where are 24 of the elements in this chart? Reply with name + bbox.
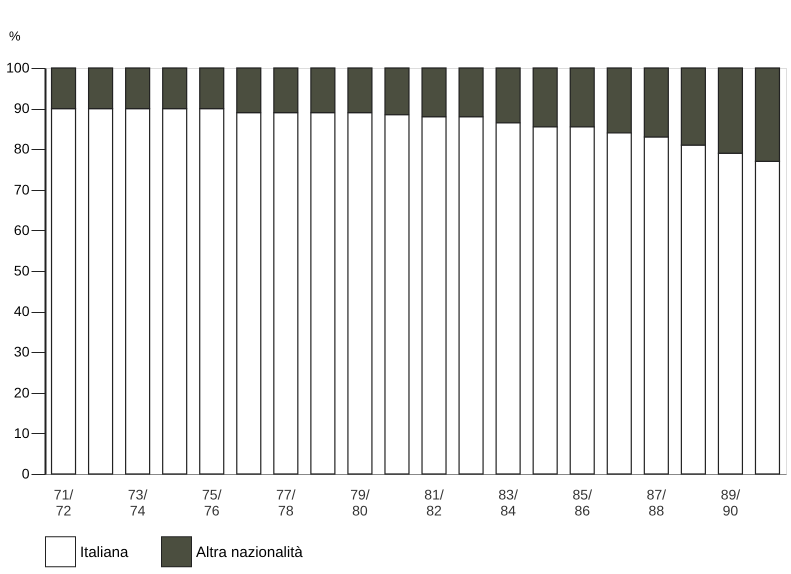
legend-label: Italiana — [80, 544, 130, 561]
y-tick-label: 30 — [14, 344, 30, 360]
y-tick-label: 80 — [14, 140, 30, 157]
y-tick-label: 0 — [22, 466, 30, 482]
x-tick-label: 75/ 76 — [202, 486, 222, 518]
y-axis-title: % — [8, 28, 21, 44]
x-tick-label: 85/ 86 — [572, 486, 592, 518]
y-tick-label: 50 — [14, 262, 30, 278]
x-tick-label: 71/ 72 — [54, 486, 74, 518]
y-tick-label: 70 — [14, 181, 30, 198]
x-tick-label: 83/ 84 — [498, 486, 518, 518]
y-tick-label: 100 — [6, 60, 30, 76]
y-tick-label: 40 — [14, 303, 30, 320]
y-tick-label: 90 — [14, 100, 30, 116]
y-tick-label: 20 — [14, 384, 30, 400]
x-tick-label: 77/ 78 — [276, 486, 296, 518]
legend-label: Altra nazionalità — [196, 544, 304, 561]
x-tick-label: 79/ 80 — [350, 486, 370, 518]
x-tick-label: 81/ 82 — [424, 486, 444, 518]
y-tick-label: 10 — [14, 424, 30, 441]
x-tick-label: 73/ 74 — [128, 486, 148, 518]
x-tick-label: 87/ 88 — [646, 486, 666, 518]
x-tick-label: 89/ 90 — [720, 486, 740, 518]
y-tick-label: 60 — [14, 222, 30, 238]
